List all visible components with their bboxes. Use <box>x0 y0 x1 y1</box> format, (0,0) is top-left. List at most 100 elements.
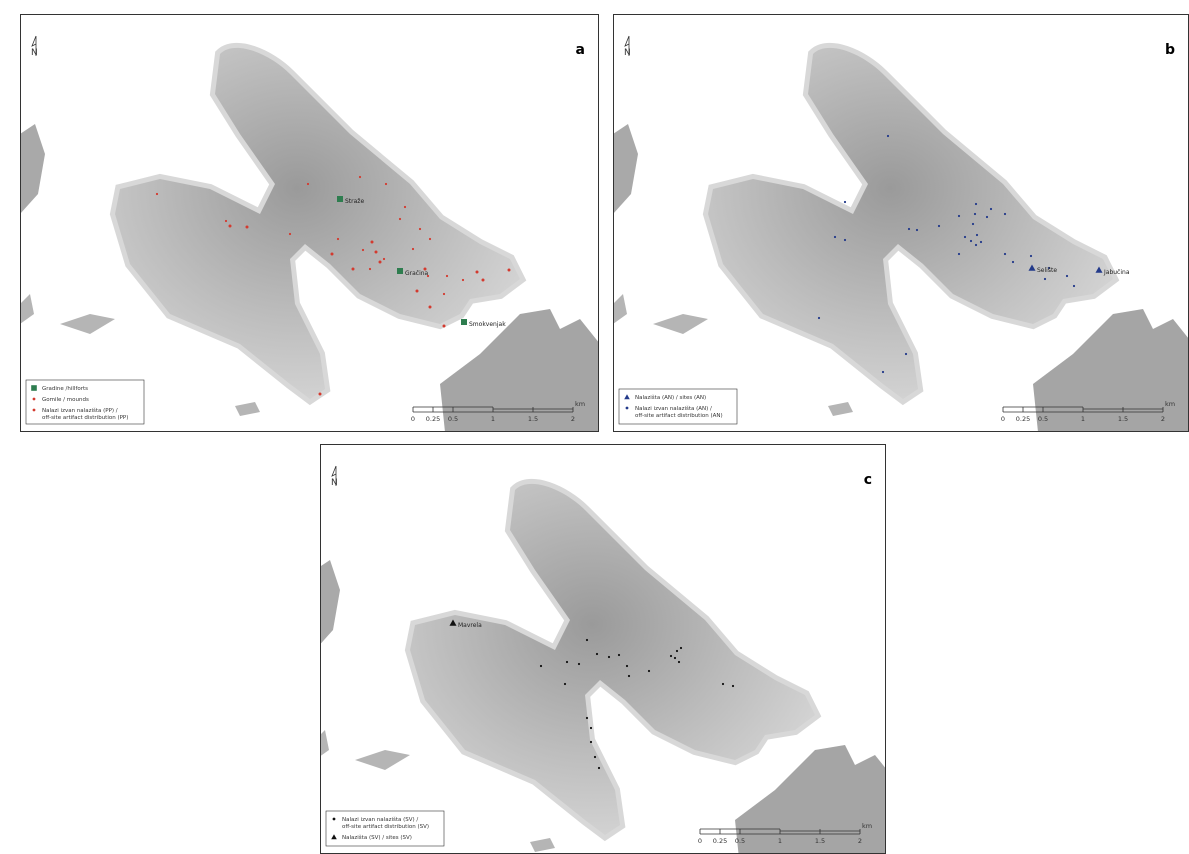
scale-label: 0 <box>411 415 415 423</box>
find-marker <box>333 818 336 821</box>
find-marker <box>33 409 36 412</box>
find-marker <box>586 717 588 719</box>
find-marker <box>225 220 227 222</box>
find-marker <box>229 225 232 228</box>
find-marker <box>1044 278 1046 280</box>
site-label: Gračina <box>405 270 429 277</box>
find-marker <box>1012 261 1014 263</box>
scale-label: 1.5 <box>528 415 538 423</box>
legend-text: Nalazi izvan nalazišta (SV) / <box>342 816 418 823</box>
scale-label: 1 <box>1081 415 1085 423</box>
legend-text: Nalazišta (AN) / sites (AN) <box>635 394 706 401</box>
find-marker <box>680 647 682 649</box>
find-marker <box>732 685 734 687</box>
find-marker <box>722 683 724 685</box>
find-marker <box>626 665 628 667</box>
panel-letter: a <box>576 42 585 58</box>
north-label: N <box>331 478 338 488</box>
find-marker <box>508 269 511 272</box>
find-marker <box>399 218 401 220</box>
find-marker <box>916 229 918 231</box>
find-marker <box>443 293 445 295</box>
find-marker <box>359 176 361 178</box>
map-area <box>613 48 1189 432</box>
find-marker <box>419 228 421 230</box>
find-marker <box>972 223 974 225</box>
find-marker <box>608 656 610 658</box>
scale-label: 0.5 <box>448 415 458 423</box>
scale-label: 1.5 <box>815 837 825 845</box>
scale-label: 0.5 <box>1038 415 1048 423</box>
scale-unit: km <box>575 400 585 408</box>
site-label: Smokvenjak <box>469 321 506 328</box>
find-marker <box>678 661 680 663</box>
find-marker <box>590 741 592 743</box>
land <box>315 484 895 854</box>
find-marker <box>844 201 846 203</box>
find-marker <box>586 639 588 641</box>
scale-label: 2 <box>571 415 575 423</box>
scale-label: 0.25 <box>1016 415 1030 423</box>
find-marker <box>404 206 406 208</box>
find-marker <box>970 240 972 242</box>
map-panel: NbSelišteJabučinaNalazišta (AN) / sites … <box>613 15 1189 433</box>
find-marker <box>429 306 432 309</box>
legend-text: Gradine /hillforts <box>42 386 88 392</box>
find-marker <box>319 393 322 396</box>
find-marker <box>371 241 374 244</box>
find-marker <box>156 193 158 195</box>
legend-text: off-site artifact distribution (AN) <box>635 413 723 419</box>
scale-label: 1.5 <box>1118 415 1128 423</box>
site-marker <box>461 319 467 325</box>
find-marker <box>834 236 836 238</box>
find-marker <box>818 317 820 319</box>
find-marker <box>443 325 446 328</box>
scale-label: 1 <box>491 415 495 423</box>
find-marker <box>1030 255 1032 257</box>
figure: NaStražeGračinaSmokvenjakGradine /hillfo… <box>0 0 1189 854</box>
scale-label: 0 <box>1001 415 1005 423</box>
find-marker <box>412 248 414 250</box>
find-marker <box>369 268 371 270</box>
find-marker <box>383 258 385 260</box>
find-marker <box>337 238 339 240</box>
map-area <box>315 484 895 854</box>
find-marker <box>598 767 600 769</box>
find-marker <box>1004 253 1006 255</box>
find-marker <box>844 239 846 241</box>
legend-text: off-site artifact distribution (PP) <box>42 415 128 421</box>
find-marker <box>648 670 650 672</box>
scale-label: 0 <box>698 837 702 845</box>
find-marker <box>980 241 982 243</box>
find-marker <box>908 228 910 230</box>
find-marker <box>289 233 291 235</box>
scale-unit: km <box>1165 400 1175 408</box>
find-marker <box>375 251 378 254</box>
find-marker <box>566 661 568 663</box>
scale-label: 0.25 <box>426 415 440 423</box>
legend-text: Nalazi izvan nalazišta (AN) / <box>635 405 712 412</box>
find-marker <box>990 208 992 210</box>
scale-label: 0.5 <box>735 837 745 845</box>
scale-unit: km <box>862 822 872 830</box>
find-marker <box>670 655 672 657</box>
find-marker <box>385 183 387 185</box>
north-label: N <box>31 48 38 58</box>
find-marker <box>1073 285 1075 287</box>
north-label: N <box>624 48 631 58</box>
find-marker <box>626 407 629 410</box>
find-marker <box>887 135 889 137</box>
scale-label: 2 <box>858 837 862 845</box>
find-marker <box>596 653 598 655</box>
find-marker <box>975 203 977 205</box>
land <box>613 48 1189 432</box>
site-marker <box>337 196 343 202</box>
panel-letter: b <box>1165 42 1175 58</box>
find-marker <box>462 279 464 281</box>
find-marker <box>564 683 566 685</box>
find-marker <box>986 216 988 218</box>
find-marker <box>958 215 960 217</box>
find-marker <box>331 253 334 256</box>
find-marker <box>905 353 907 355</box>
